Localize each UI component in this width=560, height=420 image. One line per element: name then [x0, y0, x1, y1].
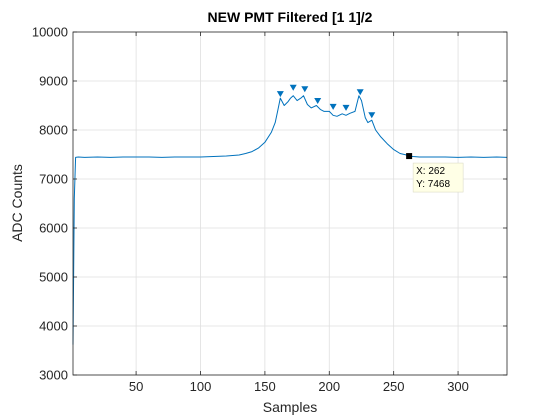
x-tick-label: 100: [190, 379, 212, 394]
data-tip-box: [412, 162, 464, 193]
peak-marker: [368, 112, 376, 119]
data-tip[interactable]: X: 262 Y: 7468: [406, 153, 464, 193]
x-tick-label: 200: [318, 379, 340, 394]
x-tick-label: 50: [129, 379, 143, 394]
peak-marker: [329, 103, 337, 110]
peak-marker: [342, 104, 350, 111]
y-tick-label: 9000: [39, 74, 68, 89]
y-tick-label: 10000: [32, 25, 68, 40]
x-tick-label: 300: [447, 379, 469, 394]
peak-marker: [301, 86, 309, 93]
plot-area: [73, 32, 507, 375]
chart-title: NEW PMT Filtered [1 1]/2: [208, 9, 373, 25]
peak-markers: [276, 84, 376, 119]
ticks: 50 100 150 200 250 300 3000 4000 5000 6000 7000 800…: [32, 25, 507, 394]
series-group: [72, 95, 508, 345]
y-tick-label: 8000: [39, 123, 68, 138]
x-tick-label: 250: [383, 379, 405, 394]
x-axis-label: Samples: [263, 399, 317, 415]
y-tick-label: 4000: [39, 319, 68, 334]
y-tick-label: 5000: [39, 270, 68, 285]
data-tip-x-text: X: 262: [416, 166, 445, 177]
y-tick-label: 7000: [39, 172, 68, 187]
peak-marker: [356, 89, 364, 96]
peak-marker: [314, 98, 322, 105]
series-line: [72, 95, 508, 345]
y-tick-label: 6000: [39, 221, 68, 236]
peak-marker: [289, 84, 297, 91]
y-tick-label: 3000: [39, 368, 68, 383]
peak-marker: [276, 91, 284, 98]
y-axis-label: ADC Counts: [9, 164, 25, 242]
data-tip-y-text: Y: 7468: [416, 179, 450, 190]
data-tip-marker[interactable]: [406, 153, 413, 160]
axes-box: [72, 31, 508, 376]
x-tick-label: 150: [254, 379, 276, 394]
